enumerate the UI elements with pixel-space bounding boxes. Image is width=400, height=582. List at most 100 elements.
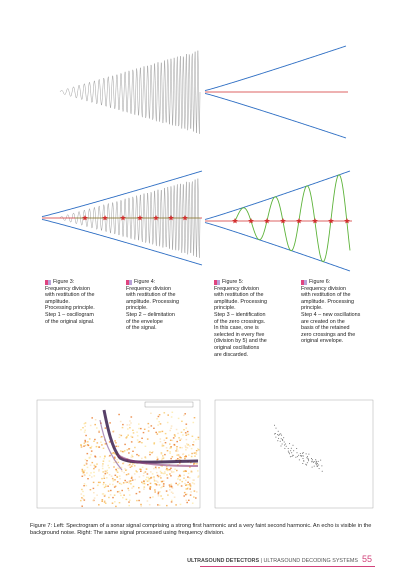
noise <box>184 432 187 434</box>
noise <box>188 499 190 501</box>
noise <box>155 480 158 482</box>
noise <box>161 457 164 459</box>
processed-dot <box>315 462 317 464</box>
envelope-bottom <box>204 222 351 272</box>
processed-dot <box>288 453 290 455</box>
noise <box>191 435 194 437</box>
noise <box>83 445 85 447</box>
noise <box>175 428 178 431</box>
noise <box>197 449 200 451</box>
spectrogram-legend <box>144 401 194 408</box>
noise <box>153 476 155 478</box>
noise <box>111 477 114 480</box>
noise <box>148 504 151 506</box>
noise <box>179 479 181 481</box>
processed-dot <box>301 455 303 456</box>
processed-dot <box>274 424 275 426</box>
processed-dot <box>302 455 304 457</box>
noise <box>189 488 191 490</box>
noise <box>154 466 157 468</box>
noise <box>84 441 87 443</box>
noise <box>86 460 88 462</box>
new-oscillation <box>234 174 351 263</box>
processed-dot <box>315 460 317 462</box>
noise <box>187 487 189 489</box>
noise <box>87 478 89 480</box>
caption-line: In this case, one is <box>214 325 259 332</box>
noise <box>186 484 188 486</box>
noise <box>118 490 121 493</box>
noise <box>82 472 84 474</box>
noise <box>195 450 198 452</box>
noise <box>190 447 193 450</box>
processed-dot <box>287 450 289 452</box>
noise <box>127 464 130 467</box>
noise <box>136 453 138 456</box>
noise <box>154 483 156 485</box>
noise <box>184 413 186 415</box>
noise <box>137 454 140 457</box>
noise <box>123 494 125 496</box>
noise <box>130 435 132 438</box>
noise <box>114 485 117 487</box>
noise <box>133 473 136 475</box>
noise <box>95 445 98 448</box>
noise <box>185 427 188 429</box>
figure-icon <box>301 280 307 285</box>
noise <box>125 437 128 439</box>
noise <box>154 491 156 493</box>
processed-dot <box>300 455 301 457</box>
noise <box>161 465 163 467</box>
noise <box>119 420 122 423</box>
noise <box>171 456 174 458</box>
noise <box>179 439 181 441</box>
noise <box>169 489 171 491</box>
noise <box>97 484 99 486</box>
noise <box>185 434 188 436</box>
noise <box>127 434 129 436</box>
processed-dot <box>305 453 307 455</box>
noise <box>184 445 187 447</box>
noise <box>121 489 123 492</box>
noise <box>148 478 151 480</box>
noise <box>193 462 196 465</box>
noise <box>102 493 105 495</box>
noise <box>179 475 182 477</box>
noise <box>144 471 147 473</box>
noise <box>161 472 164 474</box>
noise <box>83 499 86 501</box>
noise <box>146 480 149 482</box>
processed-dot <box>313 461 314 463</box>
noise <box>128 448 130 450</box>
noise <box>186 493 188 495</box>
noise <box>80 446 83 448</box>
noise <box>101 467 104 470</box>
caption-line: selected in every five <box>214 331 265 338</box>
noise <box>90 453 92 456</box>
noise <box>189 484 192 487</box>
noise <box>159 491 161 493</box>
noise <box>165 468 168 471</box>
noise <box>84 458 87 461</box>
noise <box>131 465 133 467</box>
noise <box>170 425 173 427</box>
noise <box>92 499 94 502</box>
noise <box>186 447 189 449</box>
caption-line: Step 1 – oscillogram <box>45 311 94 318</box>
noise <box>96 463 98 465</box>
processed-dot <box>277 434 279 436</box>
noise <box>169 429 171 432</box>
figure-caption: Figure 3: Frequency division with restitut… <box>45 279 127 325</box>
noise <box>135 492 138 495</box>
noise <box>103 486 106 489</box>
noise <box>195 438 197 441</box>
noise <box>167 494 169 496</box>
caption-line: zero crossings and the <box>301 331 356 338</box>
noise <box>88 474 91 477</box>
processed-dot <box>321 465 323 467</box>
noise <box>102 483 105 486</box>
caption-line: with restitution of the <box>214 292 264 299</box>
noise <box>165 447 168 449</box>
processed-dot <box>296 452 298 454</box>
caption-line: of the original signal. <box>45 318 95 325</box>
